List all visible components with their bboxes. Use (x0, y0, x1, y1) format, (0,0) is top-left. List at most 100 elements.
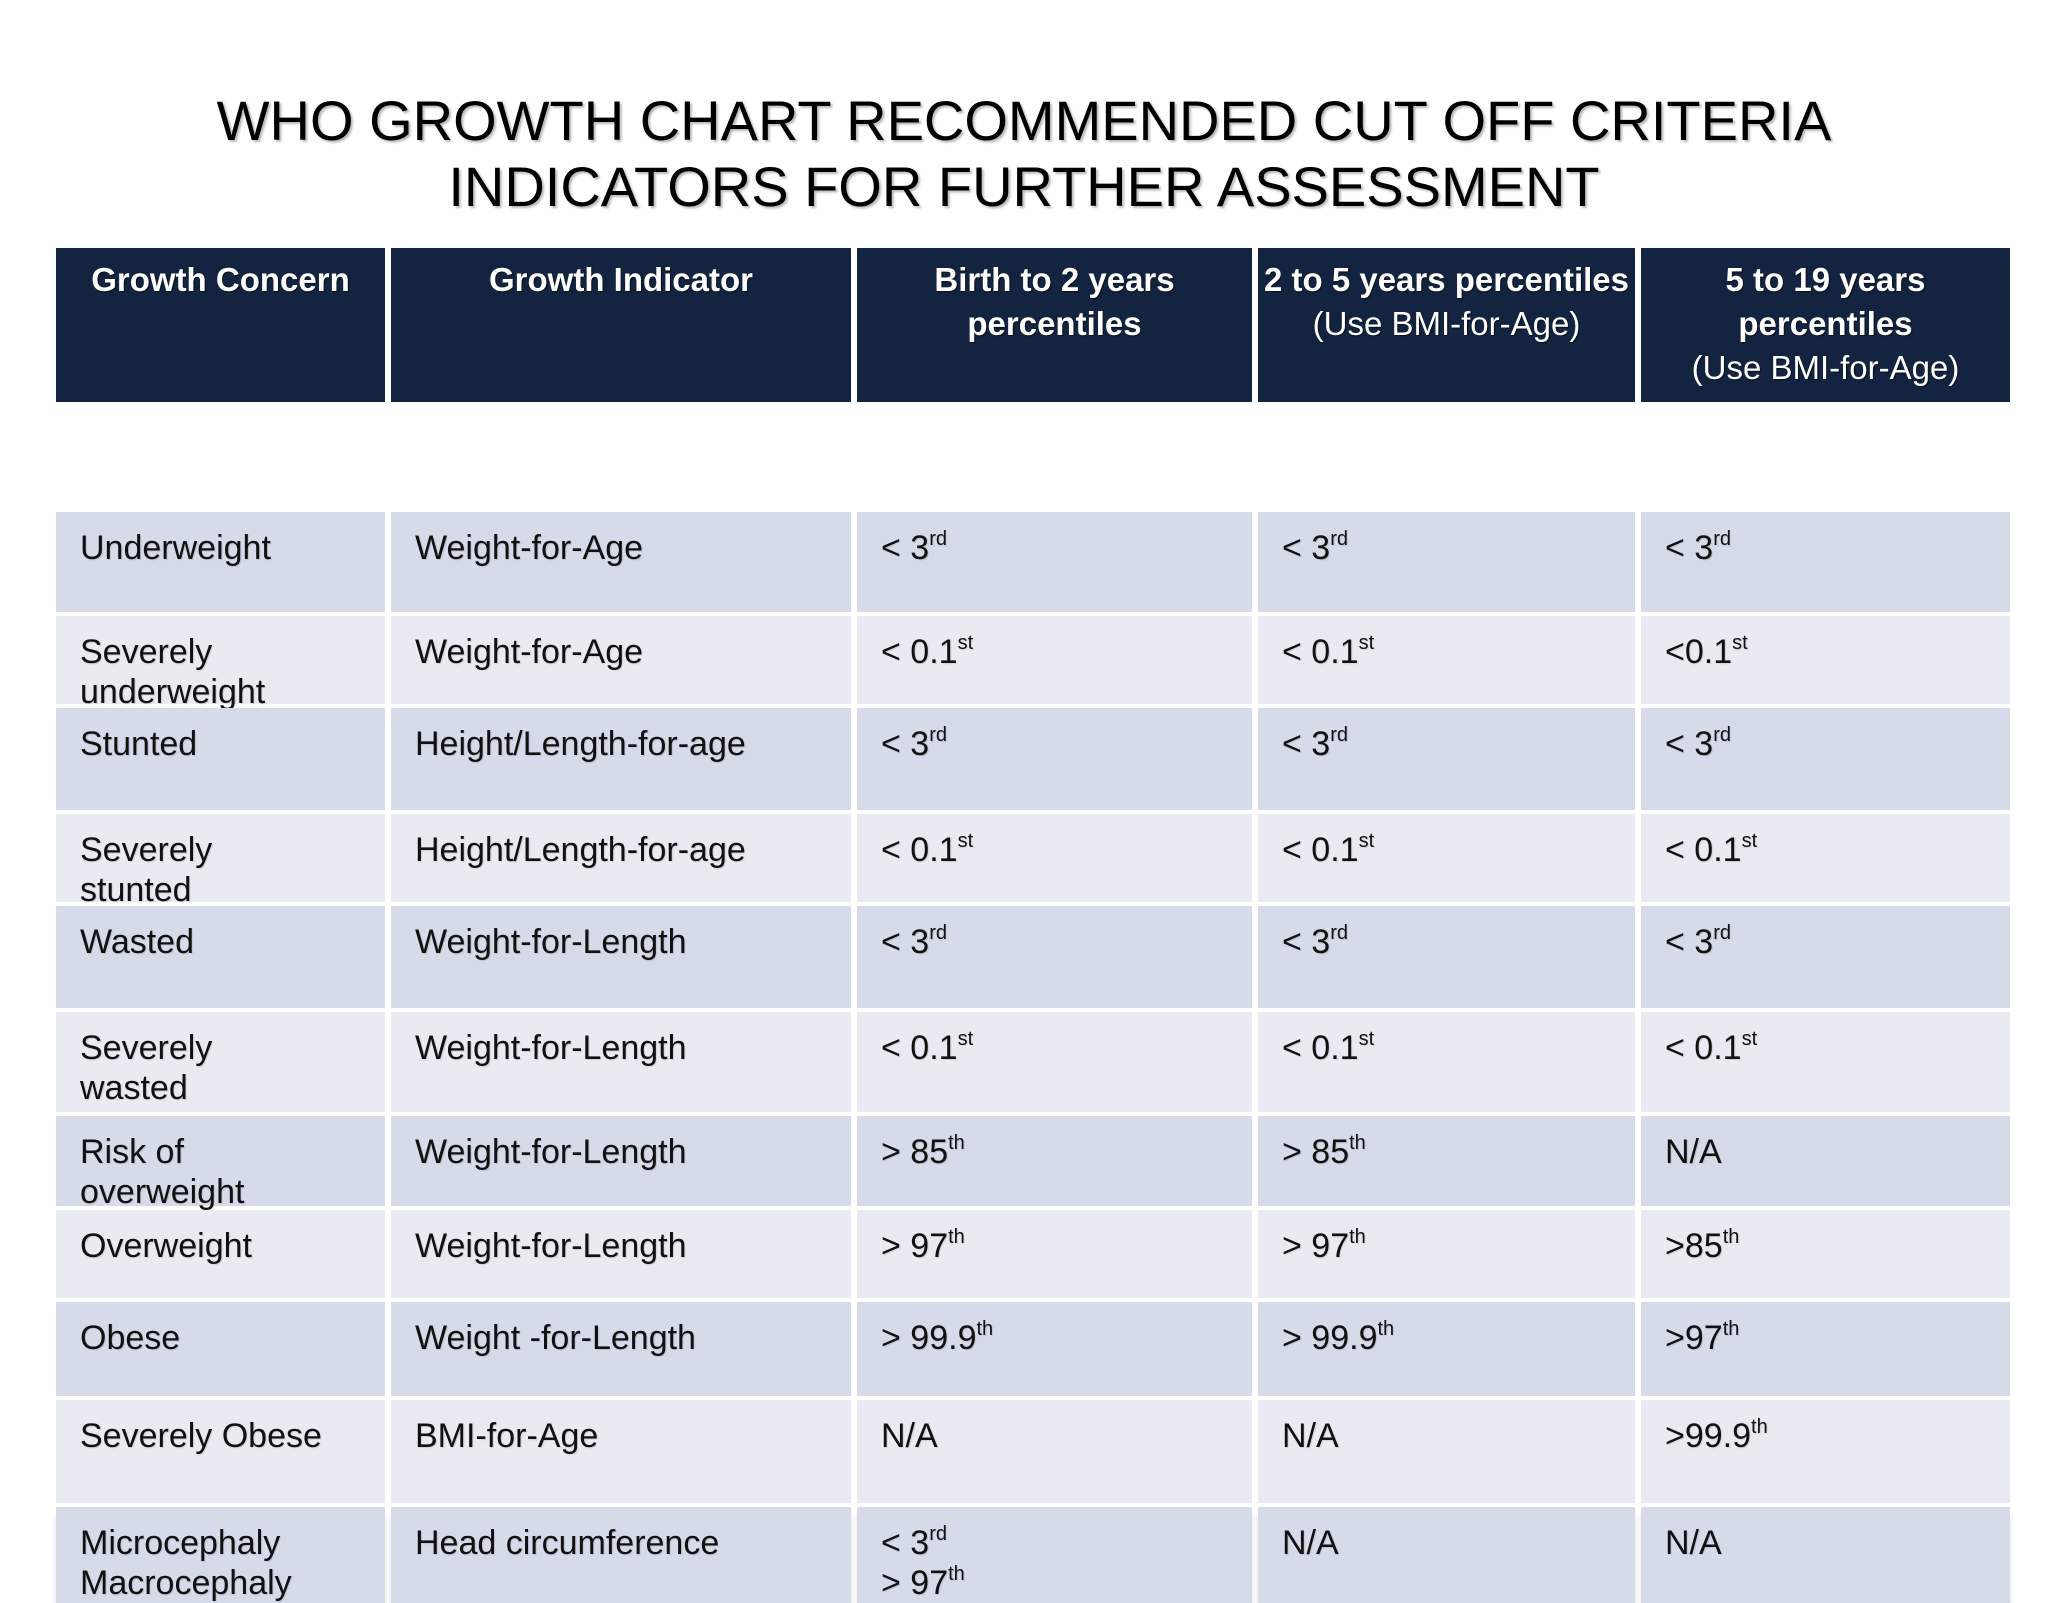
cell-line: > 97th (1282, 1226, 1635, 1266)
2-to-5-cell: < 0.1st (1258, 1012, 1635, 1112)
growth-indicator-cell: BMI-for-Age (391, 1400, 851, 1503)
ordinal-suffix: th (948, 1132, 965, 1154)
growth-indicator-cell: Weight-for-Age (391, 512, 851, 612)
ordinal-suffix: st (1358, 632, 1375, 654)
ordinal-suffix: st (1732, 632, 1748, 654)
ordinal-suffix: rd (929, 1523, 948, 1545)
cell-line: > 85th (881, 1132, 1252, 1172)
2-to-5-cell: N/A (1258, 1400, 1635, 1503)
5-to-19-cell: >97th (1641, 1302, 2010, 1396)
cell-value: < 3 (881, 1524, 930, 1562)
ordinal-suffix: st (957, 830, 974, 852)
cell-value: < 0.1 (1282, 831, 1359, 869)
growth-concern-cell: Risk of overweight (56, 1116, 385, 1211)
5-to-19-cell: N/A (1641, 1507, 2010, 1603)
cell-line: stunted (80, 871, 192, 909)
ordinal-suffix: th (1722, 1318, 1740, 1340)
cell-value: < 0.1 (1282, 633, 1359, 671)
ordinal-suffix: th (1349, 1132, 1366, 1154)
2-to-5-cell: < 0.1st (1258, 814, 1635, 902)
cell-line: N/A (1665, 1523, 2010, 1563)
cell-line: Weight-for-Age (415, 633, 644, 671)
cell-value: < 0.1 (1665, 1029, 1742, 1067)
cell-value: N/A (1665, 1524, 1722, 1562)
2-to-5-cell: N/A (1258, 1507, 1635, 1603)
birth-to-2-cell: > 97th (857, 1210, 1252, 1298)
cell-line: underweight (80, 673, 266, 711)
cell-line: >97th (1665, 1318, 2010, 1358)
cell-value: N/A (1282, 1417, 1339, 1455)
cell-line: < 3rd (1665, 922, 2010, 962)
ordinal-suffix: st (1358, 1028, 1375, 1050)
5-to-19-cell: < 3rd (1641, 512, 2010, 612)
ordinal-suffix: rd (929, 922, 948, 944)
ordinal-suffix: th (976, 1318, 994, 1340)
header-label: Growth Concern (91, 261, 350, 298)
cell-line: > 97th (881, 1226, 1252, 1266)
birth-to-2-cell: < 0.1st (857, 814, 1252, 902)
cell-value: > 97 (1282, 1227, 1350, 1265)
cell-value: > 85 (881, 1133, 949, 1171)
cell-line: N/A (1282, 1416, 1635, 1456)
cell-line: Overweight (80, 1227, 252, 1265)
cell-value: < 0.1 (881, 831, 958, 869)
2-to-5-cell: > 85th (1258, 1116, 1635, 1206)
growth-concern-cell: Overweight (56, 1210, 385, 1298)
cell-line: < 0.1st (1282, 632, 1635, 672)
header-label: Birth to 2 years percentiles (934, 261, 1175, 342)
cell-value: > 99.9 (1282, 1319, 1378, 1357)
growth-indicator-cell: Weight-for-Length (391, 1116, 851, 1206)
cell-line: Stunted (80, 725, 198, 763)
cell-value: < 3 (1665, 923, 1714, 961)
cell-line: >85th (1665, 1226, 2010, 1266)
cell-line: < 0.1st (881, 632, 1252, 672)
cell-value: > 99.9 (881, 1319, 977, 1357)
cell-value: >85 (1665, 1227, 1723, 1265)
2-to-5-cell: < 3rd (1258, 512, 1635, 612)
cell-line: Macrocephaly (80, 1564, 292, 1602)
cell-line: Severely (80, 1029, 213, 1067)
header-sublabel: (Use BMI-for-Age) (1312, 305, 1581, 342)
header-birth-to-2-years: Birth to 2 years percentiles (857, 248, 1252, 402)
header-2-to-5-years: 2 to 5 years percentiles (Use BMI-for-Ag… (1258, 248, 1635, 402)
cell-value: < 3 (1282, 529, 1331, 567)
ordinal-suffix: st (957, 1028, 974, 1050)
cell-line: Weight -for-Length (415, 1319, 696, 1357)
cell-value: < 0.1 (881, 1029, 958, 1067)
title-line-1: WHO GROWTH CHART RECOMMENDED CUT OFF CRI… (216, 89, 1832, 152)
birth-to-2-cell: > 85th (857, 1116, 1252, 1206)
cell-line: < 0.1st (881, 830, 1252, 870)
birth-to-2-cell: < 3rd (857, 708, 1252, 810)
page-title: WHO GROWTH CHART RECOMMENDED CUT OFF CRI… (0, 88, 2048, 220)
cell-line: < 3rd (1282, 922, 1635, 962)
growth-concern-cell: Microcephaly Macrocephaly (56, 1507, 385, 1603)
cell-line: > 97th (881, 1563, 1252, 1603)
cell-line: N/A (1282, 1523, 1635, 1563)
5-to-19-cell: < 3rd (1641, 906, 2010, 1008)
title-line-2: INDICATORS FOR FURTHER ASSESSMENT (448, 155, 1600, 218)
cell-line: < 3rd (881, 922, 1252, 962)
cell-line: < 3rd (881, 724, 1252, 764)
ordinal-suffix: rd (929, 528, 948, 550)
ordinal-suffix: rd (1330, 724, 1349, 746)
2-to-5-cell: > 97th (1258, 1210, 1635, 1298)
5-to-19-cell: >99.9th (1641, 1400, 2010, 1503)
header-label: Growth Indicator (489, 261, 753, 298)
growth-indicator-cell: Height/Length-for-age (391, 814, 851, 902)
cell-line: Microcephaly (80, 1524, 281, 1562)
5-to-19-cell: < 0.1st (1641, 814, 2010, 902)
cell-line: > 99.9th (1282, 1318, 1635, 1358)
cell-line: >99.9th (1665, 1416, 2010, 1456)
header-growth-indicator: Growth Indicator (391, 248, 851, 402)
cell-value: < 3 (1282, 725, 1331, 763)
ordinal-suffix: rd (1713, 528, 1732, 550)
cell-value: < 3 (881, 725, 930, 763)
cell-line: > 85th (1282, 1132, 1635, 1172)
2-to-5-cell: < 3rd (1258, 906, 1635, 1008)
cell-line: < 0.1st (1282, 1028, 1635, 1068)
cell-line: Severely (80, 633, 213, 671)
ordinal-suffix: th (948, 1563, 965, 1585)
cell-line: Weight-for-Age (415, 529, 644, 567)
2-to-5-cell: < 3rd (1258, 708, 1635, 810)
cell-value: >99.9 (1665, 1417, 1752, 1455)
